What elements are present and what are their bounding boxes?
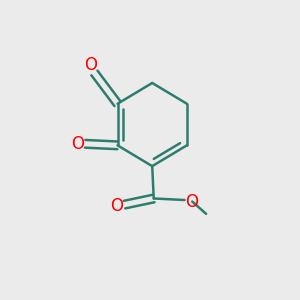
Text: O: O xyxy=(84,56,97,74)
Text: O: O xyxy=(110,197,123,215)
Text: O: O xyxy=(185,193,198,211)
Text: O: O xyxy=(71,135,84,153)
